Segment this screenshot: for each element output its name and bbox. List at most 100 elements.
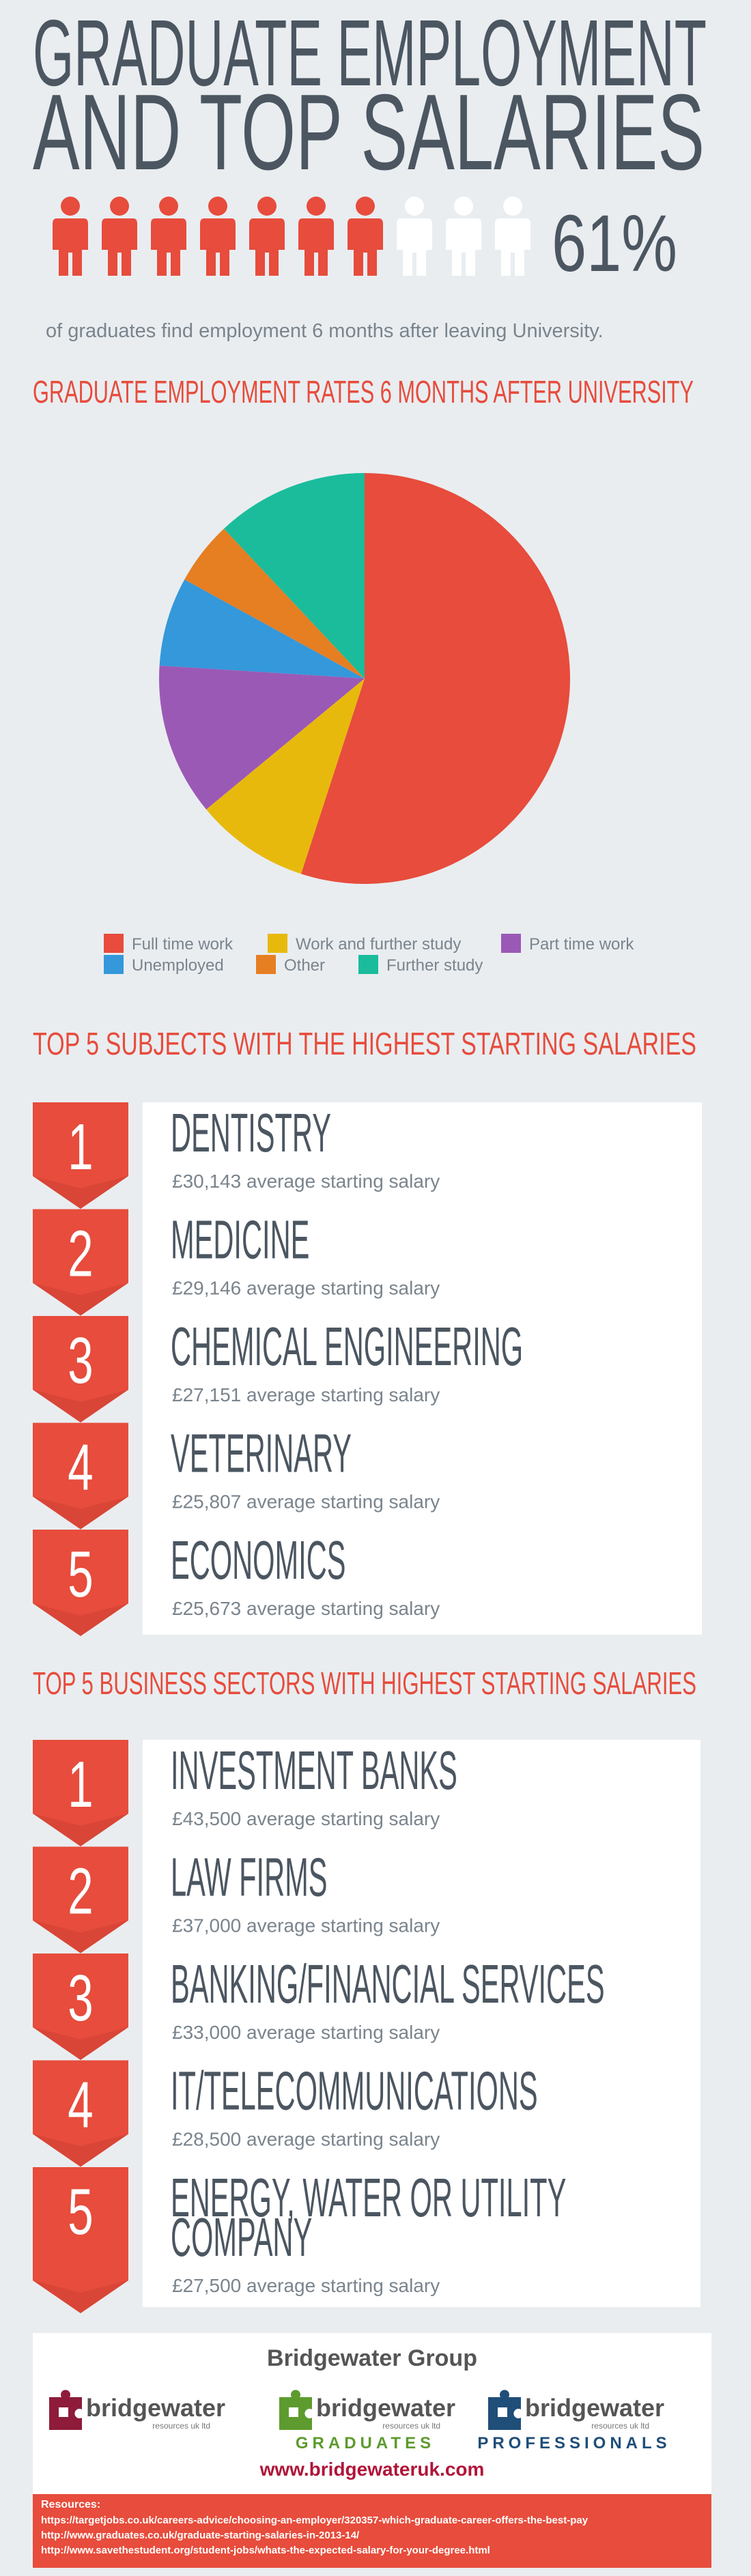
pie-slice: [206, 678, 365, 874]
person-icon: [446, 197, 481, 276]
item-name-wrap: ENERGY, WATER OR UTILITY COMPANY: [171, 2166, 566, 2267]
pie-slice: [223, 473, 365, 678]
rank-badge: [33, 1209, 128, 1316]
logo-sub: resources uk ltd: [152, 2421, 210, 2431]
icon-head: [405, 197, 424, 216]
logo-sub: resources uk ltd: [591, 2421, 649, 2431]
item-salary: £25,673 average starting salary: [172, 1598, 440, 1619]
title-line: GRADUATE EMPLOYMENT: [33, 1, 707, 106]
item-name-wrap: DENTISTRY: [171, 1102, 331, 1163]
item-name: BANKING/FINANCIAL SERVICES: [171, 1953, 605, 2014]
item-name-wrap: CHEMICAL ENGINEERING: [171, 1315, 523, 1377]
footer-title: Bridgewater Group: [267, 2345, 477, 2371]
logo-sub: resources uk ltd: [382, 2421, 440, 2431]
logo-icon-piece: [59, 2407, 68, 2417]
rank-badge-fold: [33, 1920, 128, 1954]
icon-head: [61, 197, 80, 216]
item-name-line: MEDICINE: [171, 1209, 309, 1270]
item-name-line: ENERGY, WATER OR UTILITY: [171, 2166, 566, 2228]
rank-number: 3: [68, 1961, 93, 2035]
item-name: MEDICINE: [171, 1209, 309, 1270]
item-name-wrap: INVESTMENT BANKS: [171, 1739, 457, 1801]
item-name: DENTISTRY: [171, 1102, 331, 1163]
rank-badge-fold: [33, 2280, 128, 2313]
legend-label: Full time work: [132, 935, 233, 954]
item-salary: £27,151 average starting salary: [172, 1384, 440, 1405]
item-name-wrap: MEDICINE: [171, 1209, 309, 1270]
icon-head: [208, 197, 227, 216]
item-name-wrap: ECONOMICS: [171, 1529, 346, 1590]
rank-badge-fold: [33, 1390, 128, 1422]
person-icon: [53, 197, 88, 276]
legend-label: Work and further study: [296, 935, 461, 954]
subjects-panel: [143, 1102, 702, 1635]
person-icon: [102, 197, 137, 276]
subtitle: of graduates find employment 6 months af…: [46, 320, 604, 342]
legend-swatch: [104, 934, 124, 953]
icon-body: [495, 218, 530, 276]
logo-icon-piece: [498, 2407, 507, 2417]
resource-link: https://targetjobs.co.uk/careers-advice/…: [41, 2515, 589, 2526]
rank-number: 5: [68, 2175, 93, 2248]
logo-icon-piece: [289, 2407, 298, 2417]
logo-name: bridgewater: [525, 2394, 664, 2422]
legend-label: Other: [284, 956, 325, 975]
item-name-line: COMPANY: [171, 2206, 312, 2267]
item-salary: £25,807 average starting salary: [172, 1491, 440, 1513]
person-icon: [249, 197, 285, 276]
item-name-line: LAW FIRMS: [171, 1846, 328, 1908]
person-icon: [200, 197, 236, 276]
item-name-wrap: VETERINARY: [171, 1422, 352, 1484]
rank-badge-fold: [33, 1496, 128, 1530]
item-name-line: IT/TELECOMMUNICATIONS: [171, 2060, 538, 2121]
icon-body: [348, 218, 383, 276]
person-icon: [151, 197, 186, 276]
icon-body: [249, 218, 285, 276]
rank-number: 1: [68, 1747, 93, 1821]
logo-name: bridgewater: [86, 2394, 225, 2422]
rank-badge: [33, 1316, 128, 1422]
item-salary: £27,500 average starting salary: [172, 2275, 440, 2296]
resources-label: Resources:: [41, 2499, 100, 2510]
item-name-line: CHEMICAL ENGINEERING: [171, 1315, 523, 1377]
rank-badge-fold: [33, 1176, 128, 1209]
rank-number: 2: [68, 1855, 93, 1928]
pie-slice: [300, 473, 570, 884]
item-name-line: BANKING/FINANCIAL SERVICES: [171, 1953, 605, 2014]
item-salary: £29,146 average starting salary: [172, 1278, 440, 1299]
rank-number: 1: [68, 1110, 93, 1184]
icon-body: [298, 218, 334, 276]
pie-slice: [159, 579, 365, 678]
icon-head: [257, 197, 277, 216]
icon-body: [53, 218, 88, 276]
person-icon: [348, 197, 383, 276]
icon-body: [397, 218, 432, 276]
person-icon: [397, 197, 432, 276]
icon-head: [307, 197, 326, 216]
item-name: VETERINARY: [171, 1422, 352, 1484]
rank-badge-fold: [33, 2027, 128, 2060]
resources-panel: [33, 2494, 711, 2568]
logo-name: bridgewater: [316, 2394, 455, 2422]
item-name: INVESTMENT BANKS: [171, 1739, 457, 1801]
resource-link: http://www.graduates.co.uk/graduate-star…: [41, 2530, 360, 2541]
legend-swatch: [358, 955, 378, 974]
logo-tag: GRADUATES: [296, 2434, 435, 2452]
legend-label: Part time work: [529, 935, 634, 954]
rank-number: 5: [68, 1537, 93, 1611]
item-name-wrap: IT/TELECOMMUNICATIONS: [171, 2060, 538, 2121]
icon-head: [454, 197, 473, 216]
legend-swatch: [501, 934, 521, 953]
rank-badge: [33, 2167, 128, 2313]
item-name-wrap: BANKING/FINANCIAL SERVICES: [171, 1953, 605, 2014]
rank-badge: [33, 1422, 128, 1530]
item-name-wrap: LAW FIRMS: [171, 1846, 328, 1908]
item-name: ECONOMICS: [171, 1529, 346, 1590]
icon-body: [151, 218, 186, 276]
item-name-line: VETERINARY: [171, 1422, 352, 1484]
legend-swatch: [104, 955, 124, 974]
rank-badge: [33, 1102, 128, 1209]
person-icon: [495, 197, 530, 276]
rank-badge-fold: [33, 1603, 128, 1636]
legend-label: Further study: [386, 956, 483, 975]
